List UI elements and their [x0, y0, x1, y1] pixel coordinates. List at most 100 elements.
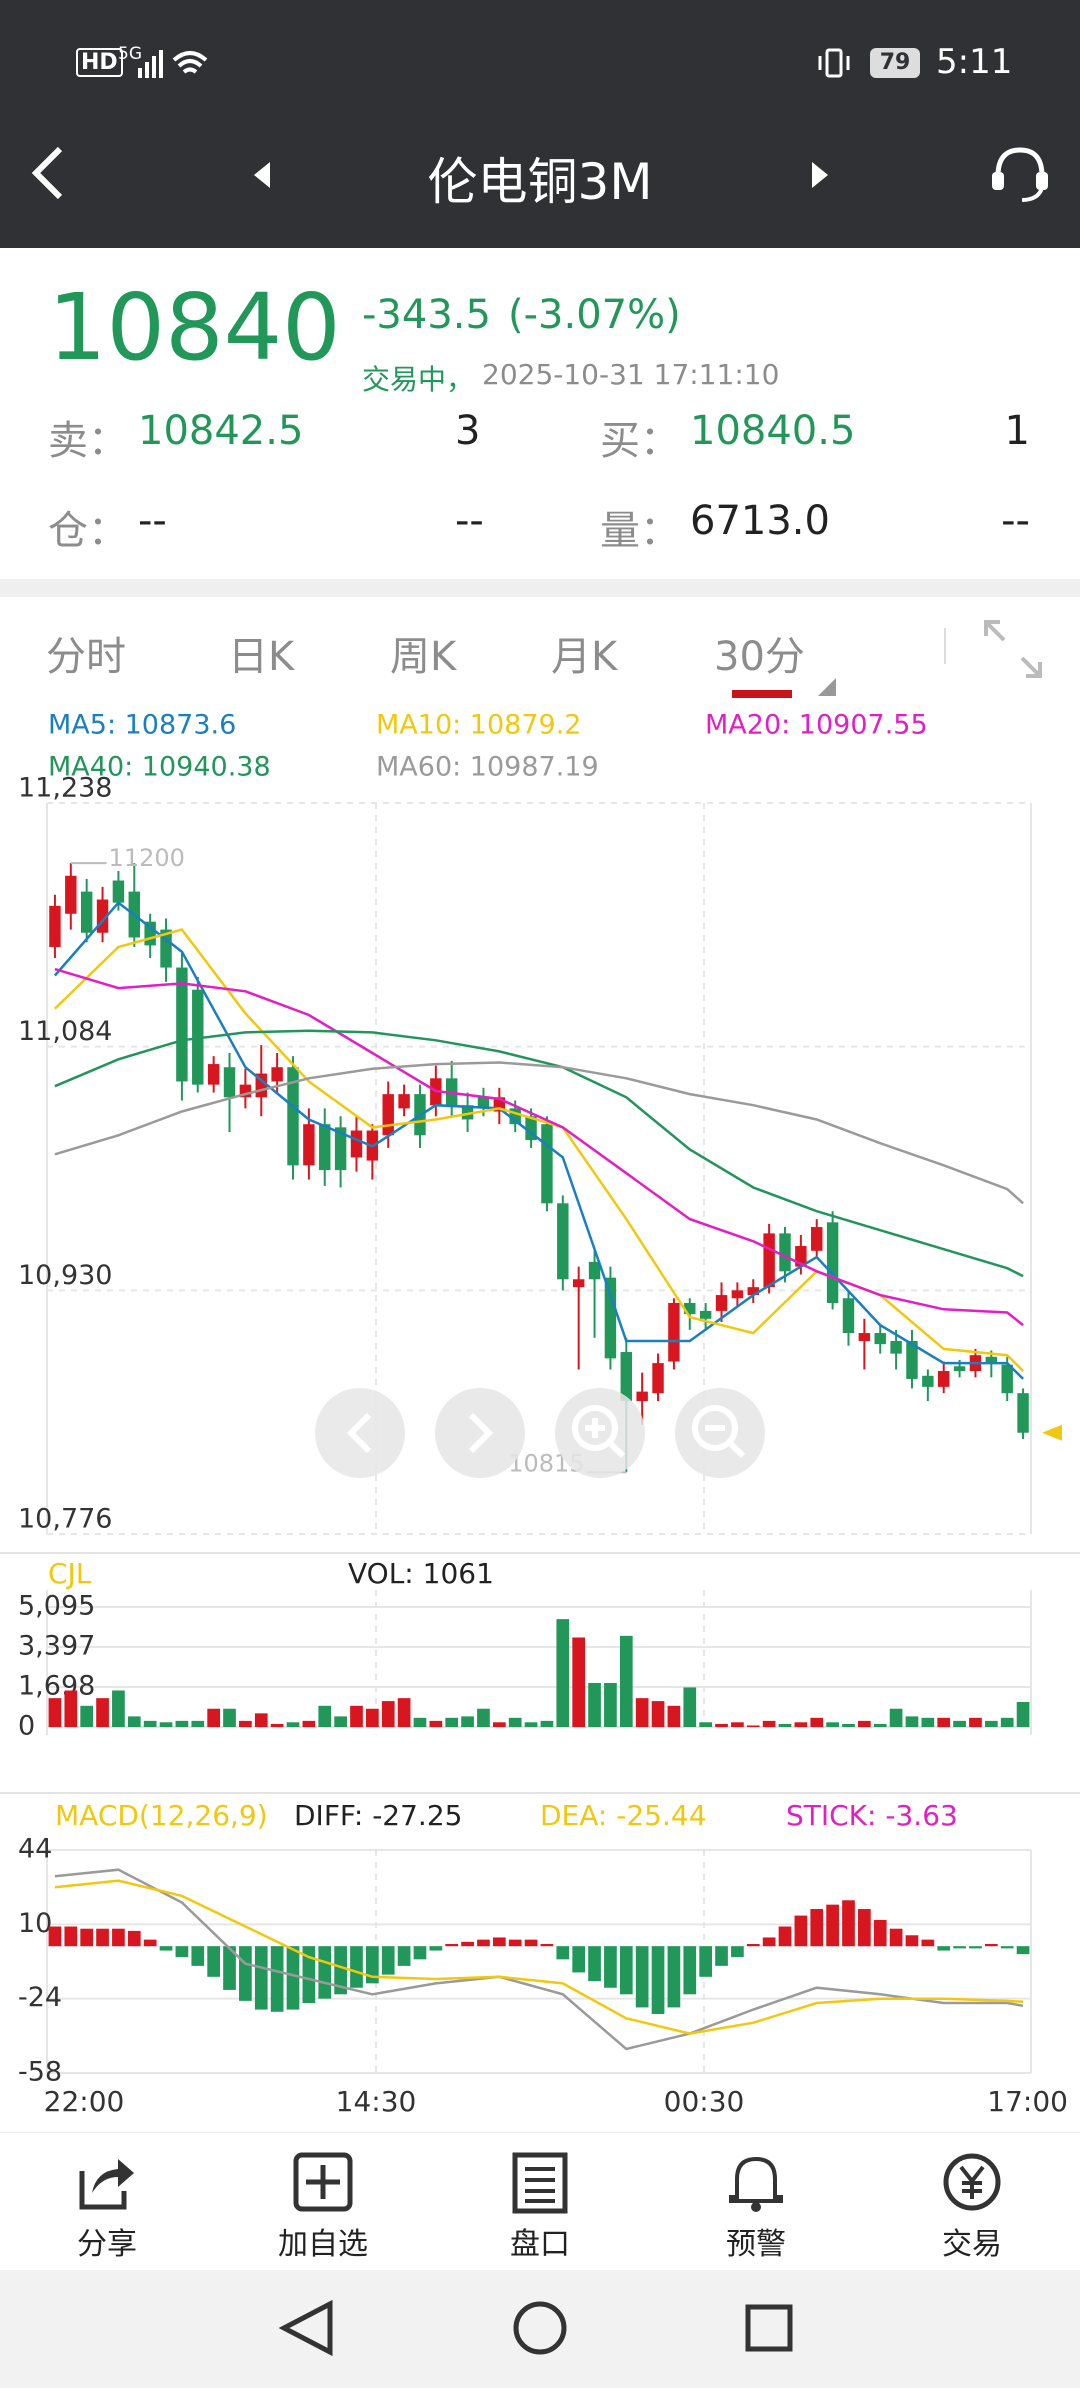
- y-tick-label: 10,930: [18, 1260, 112, 1291]
- toolbar-label[interactable]: 盘口: [510, 2227, 570, 2262]
- volume-bar: [191, 1720, 205, 1727]
- tab[interactable]: 日K: [228, 634, 295, 680]
- volume-bar: [619, 1635, 633, 1727]
- fullscreen-button[interactable]: [982, 618, 1044, 680]
- volume-bar: [334, 1716, 347, 1727]
- volume-bar: [270, 1723, 284, 1727]
- nav-back[interactable]: [278, 2299, 333, 2357]
- y-tick-label: 11,238: [18, 773, 112, 804]
- candle-body: [572, 1279, 585, 1288]
- toolbar-label[interactable]: 交易: [942, 2227, 1002, 2262]
- orderbook-icon[interactable]: [507, 2149, 573, 2215]
- toolbar-label[interactable]: 预警: [726, 2227, 786, 2262]
- battery-icon: 79: [870, 48, 920, 78]
- macd-bar: [64, 1926, 78, 1947]
- macd-bar: [80, 1928, 94, 1947]
- macd-bar: [889, 1928, 903, 1947]
- toolbar-label[interactable]: 加自选: [278, 2227, 368, 2262]
- candle-body: [715, 1295, 728, 1311]
- macd-bar: [635, 1946, 649, 2008]
- volume-bar: [159, 1722, 173, 1727]
- ma-legend: MA20: 10907.55: [705, 710, 928, 741]
- y-tick-label: 1,698: [18, 1671, 95, 1702]
- tab[interactable]: 分时: [46, 634, 126, 680]
- tab-dropdown[interactable]: [814, 676, 838, 698]
- macd-bar: [604, 1946, 617, 1988]
- share-icon[interactable]: [74, 2149, 140, 2215]
- candle-body: [636, 1391, 648, 1402]
- y-tick-label: 3,397: [18, 1630, 95, 1661]
- candle-body: [525, 1116, 537, 1141]
- last-price: 10840: [48, 274, 341, 381]
- nav-home[interactable]: [513, 2301, 567, 2355]
- volume-bar: [223, 1708, 236, 1727]
- volume-bar: [604, 1682, 617, 1727]
- macd-bar: [524, 1939, 538, 1947]
- macd-bar: [826, 1904, 839, 1947]
- service-button[interactable]: [988, 144, 1052, 204]
- system-nav-icons: [278, 2299, 793, 2357]
- candle-body: [890, 1340, 902, 1354]
- next-button[interactable]: [808, 160, 832, 190]
- macd-bar: [969, 1946, 982, 1949]
- volume-bar: [48, 1698, 62, 1727]
- buy-qty: 1: [1004, 408, 1030, 454]
- candle-body: [271, 1067, 283, 1082]
- back-button[interactable]: [28, 145, 68, 201]
- macd-bar: [1000, 1946, 1014, 1949]
- add-watch-icon[interactable]: [290, 2149, 356, 2215]
- tab[interactable]: 周K: [390, 634, 457, 680]
- candle-body: [874, 1333, 886, 1345]
- volume-label: 量：: [600, 508, 680, 554]
- volume-bar: [858, 1720, 871, 1727]
- prev-button[interactable]: [250, 160, 274, 190]
- macd-bar: [96, 1928, 109, 1947]
- volume-bar: [350, 1705, 363, 1727]
- buy-label: 买：: [600, 418, 680, 464]
- candle-body: [80, 891, 93, 933]
- alert-icon[interactable]: [723, 2149, 789, 2215]
- volume-bar: [445, 1717, 459, 1727]
- candle-body: [493, 1097, 506, 1112]
- macd-bar: [746, 1944, 760, 1947]
- macd-bar: [715, 1946, 728, 1966]
- candle-body: [1001, 1364, 1013, 1394]
- candle-body: [906, 1340, 918, 1379]
- volume-bar: [667, 1705, 681, 1727]
- oi-value: --: [138, 498, 167, 544]
- volume-bar: [64, 1690, 78, 1727]
- candle-body: [176, 967, 188, 1082]
- macd-bar: [302, 1946, 316, 2004]
- volume-bar: [254, 1713, 268, 1727]
- macd-bar: [794, 1915, 808, 1947]
- indicator-line: [54, 1879, 1024, 2035]
- ma-legend: MA60: 10987.19: [376, 752, 599, 783]
- volume-bar: [112, 1690, 125, 1727]
- toolbar-label[interactable]: 分享: [77, 2227, 137, 2262]
- candle-body: [842, 1298, 855, 1334]
- macd-bar: [556, 1946, 570, 1960]
- tab-active[interactable]: 30分: [714, 634, 805, 680]
- candle-body: [922, 1375, 934, 1387]
- volume-bar: [651, 1701, 665, 1727]
- candle-body: [477, 1097, 490, 1109]
- volume-bar: [127, 1716, 141, 1727]
- candle-body: [382, 1094, 394, 1136]
- trade-icon[interactable]: [939, 2149, 1005, 2215]
- candle-body: [858, 1333, 871, 1341]
- candle-body: [65, 875, 77, 914]
- trade-state: 交易中，: [362, 363, 475, 396]
- macd-bar: [461, 1941, 474, 1947]
- candle-body: [985, 1356, 998, 1364]
- volume-bar: [794, 1722, 808, 1727]
- volume-bar: [556, 1619, 570, 1727]
- candle-body: [937, 1371, 950, 1387]
- macd-bar: [937, 1946, 951, 1951]
- macd-bar: [350, 1946, 363, 1988]
- y-tick-label: 0: [18, 1711, 35, 1742]
- macd-bar: [873, 1919, 887, 1947]
- tab[interactable]: 月K: [551, 634, 618, 680]
- volume-bar: [572, 1637, 586, 1727]
- candle-body: [207, 1064, 220, 1085]
- nav-recents[interactable]: [745, 2304, 793, 2352]
